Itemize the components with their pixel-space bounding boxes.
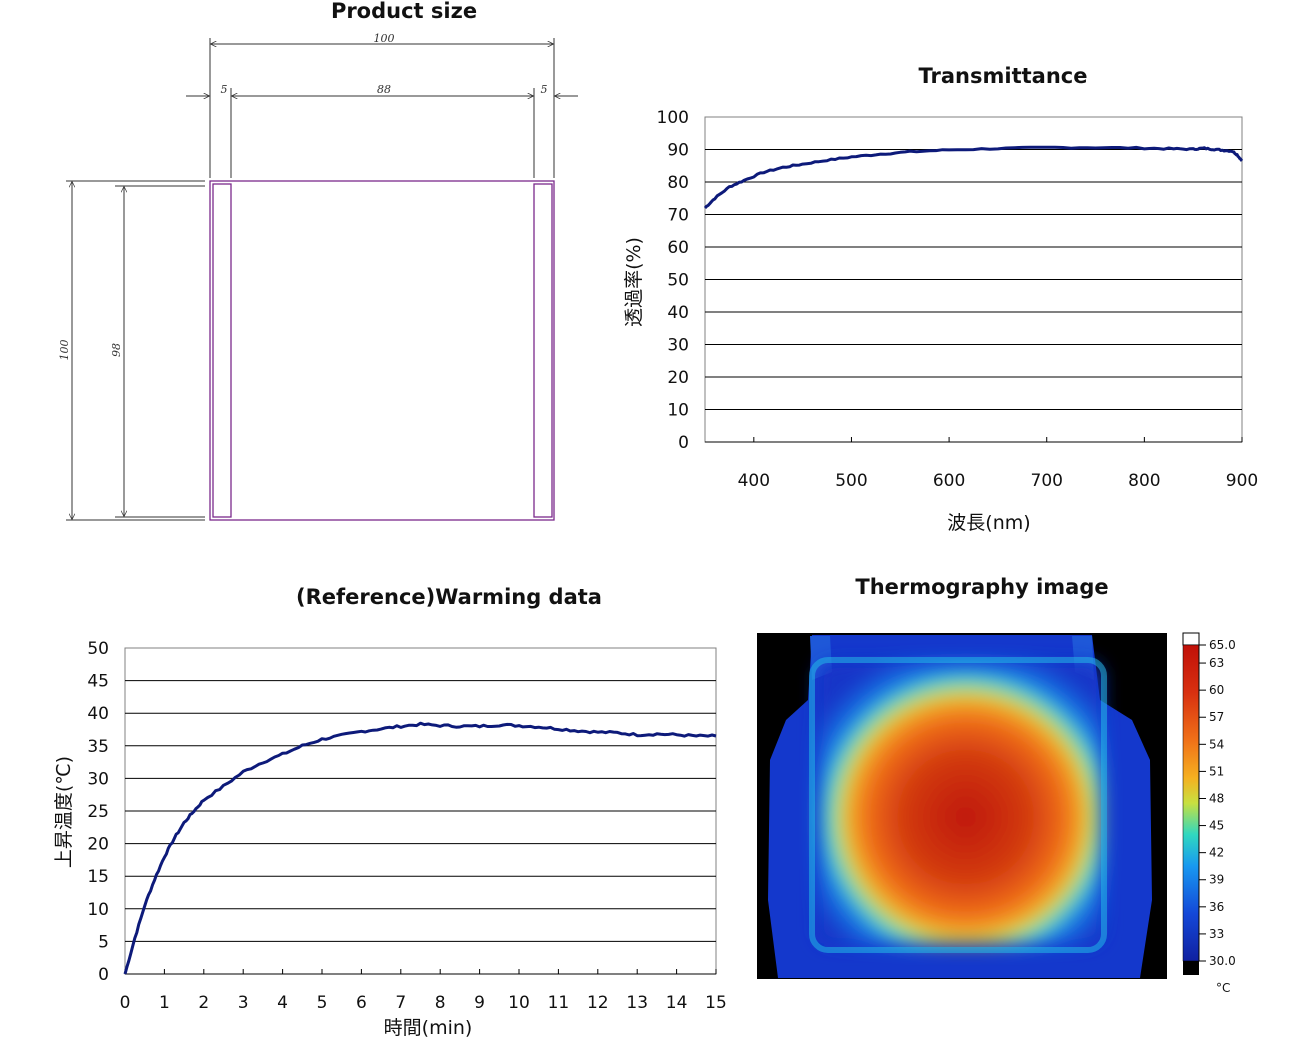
- y-tick-label: 40: [87, 704, 109, 724]
- colorbar-labels: 65.0 63 60 57 54 51 48 45 42 39 36 33 30.0: [1199, 638, 1236, 968]
- colorbar-label: 45: [1209, 819, 1224, 833]
- x-tick-label: 13: [626, 993, 648, 1013]
- y-tick-label: 40: [667, 303, 689, 323]
- x-tick-label: 600: [933, 471, 965, 491]
- x-tick-label: 3: [238, 993, 249, 1013]
- y-tick-label: 25: [87, 802, 109, 822]
- warming-title: (Reference)Warming data: [296, 585, 602, 609]
- dim-overall-height: 100: [58, 340, 71, 361]
- colorbar-label: 30.0: [1209, 954, 1236, 968]
- series-line: [123, 721, 717, 975]
- x-tick-label: 0: [120, 993, 131, 1013]
- y-tick-label: 80: [667, 173, 689, 193]
- colorbar-label: 54: [1209, 737, 1224, 751]
- x-tick-label: 8: [435, 993, 446, 1013]
- right-strip: [533, 183, 553, 518]
- thermography-colorbar: [1182, 632, 1200, 975]
- dim-right-strip: 5: [541, 83, 548, 96]
- y-tick-label: 70: [667, 206, 689, 226]
- transmittance-ylabel: 透過率(%): [623, 237, 645, 327]
- y-tick-label: 35: [87, 737, 109, 757]
- transmittance-xlabel: 波長(nm): [947, 512, 1030, 534]
- x-tick-label: 6: [356, 993, 367, 1013]
- x-tick-label: 15: [705, 993, 727, 1013]
- warming-ylabel: 上昇温度(℃): [53, 756, 75, 868]
- x-tick-label: 14: [666, 993, 688, 1013]
- y-tick-label: 90: [667, 141, 689, 161]
- thermography-title: Thermography image: [855, 575, 1109, 599]
- left-strip: [212, 183, 232, 518]
- x-tick-label: 10: [508, 993, 530, 1013]
- colorbar-label: 39: [1209, 873, 1224, 887]
- y-tick-label: 0: [678, 433, 689, 453]
- x-tick-label: 700: [1031, 471, 1063, 491]
- y-tick-label: 30: [667, 336, 689, 356]
- y-tick-label: 10: [667, 401, 689, 421]
- x-tick-label: 4: [277, 993, 288, 1013]
- x-tick-label: 500: [835, 471, 867, 491]
- x-tick-label: 2: [198, 993, 209, 1013]
- colorbar-unit: °C: [1216, 981, 1230, 995]
- x-tick-label: 1: [159, 993, 170, 1013]
- x-tick-label: 11: [548, 993, 570, 1013]
- y-tick-label: 50: [87, 639, 109, 659]
- colorbar-label: 42: [1209, 846, 1224, 860]
- product-size-drawing: [66, 38, 578, 521]
- y-tick-label: 5: [98, 932, 109, 952]
- y-tick-label: 15: [87, 867, 109, 887]
- colorbar-label: 51: [1209, 764, 1224, 778]
- y-tick-label: 60: [667, 238, 689, 258]
- y-tick-label: 20: [87, 835, 109, 855]
- y-tick-label: 10: [87, 900, 109, 920]
- colorbar-label: 65.0: [1209, 638, 1236, 652]
- series-line: [703, 145, 1244, 210]
- product-outline: [209, 180, 555, 521]
- dim-overall-width: 100: [374, 32, 395, 45]
- product-size-title: Product size: [330, 0, 478, 23]
- x-tick-label: 5: [317, 993, 328, 1013]
- x-tick-label: 9: [474, 993, 485, 1013]
- y-tick-label: 30: [87, 769, 109, 789]
- colorbar-label: 33: [1209, 927, 1224, 941]
- x-tick-label: 7: [395, 993, 406, 1013]
- y-tick-label: 0: [98, 965, 109, 985]
- colorbar-label: 57: [1209, 710, 1224, 724]
- transmittance-chart: 0 10 20 30 40 50 60 70 80 90 100 400 500 600 700 800 900: [657, 108, 1259, 491]
- x-tick-label: 800: [1128, 471, 1160, 491]
- dim-left-strip: 5: [221, 83, 228, 96]
- x-tick-label: 900: [1226, 471, 1258, 491]
- colorbar-label: 48: [1209, 791, 1224, 805]
- colorbar-label: 60: [1209, 683, 1224, 697]
- y-tick-label: 20: [667, 368, 689, 388]
- x-tick-label: 400: [738, 471, 770, 491]
- colorbar-label: 36: [1209, 900, 1224, 914]
- y-tick-label: 100: [657, 108, 689, 128]
- y-tick-label: 45: [87, 672, 109, 692]
- dim-inner-width: 88: [377, 83, 391, 96]
- warming-xlabel: 時間(min): [384, 1017, 473, 1039]
- y-tick-label: 50: [667, 271, 689, 291]
- colorbar-label: 63: [1209, 656, 1224, 670]
- transmittance-title: Transmittance: [918, 64, 1088, 88]
- thermography-image: [757, 633, 1167, 979]
- dim-inner-height: 98: [110, 343, 123, 357]
- x-tick-label: 12: [587, 993, 609, 1013]
